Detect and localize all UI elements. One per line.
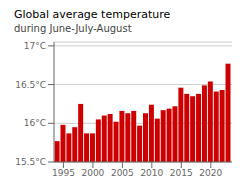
svg-text:2020: 2020	[199, 168, 222, 178]
html-text:during June-July-August: during June-July-August	[14, 23, 132, 34]
svg-text:2000: 2000	[81, 168, 104, 178]
svg-text:1995: 1995	[52, 168, 75, 178]
svg-text:15.5°C: 15.5°C	[15, 157, 46, 167]
html-text:Global average temperature: Global average temperature	[14, 8, 171, 21]
svg-text:16°C: 16°C	[24, 118, 46, 128]
svg-text:2010: 2010	[140, 168, 163, 178]
svg-text:17°C: 17°C	[24, 41, 46, 51]
svg-text:2005: 2005	[111, 168, 134, 178]
svg-text:2015: 2015	[170, 168, 193, 178]
svg-text:16.5°C: 16.5°C	[15, 80, 46, 90]
